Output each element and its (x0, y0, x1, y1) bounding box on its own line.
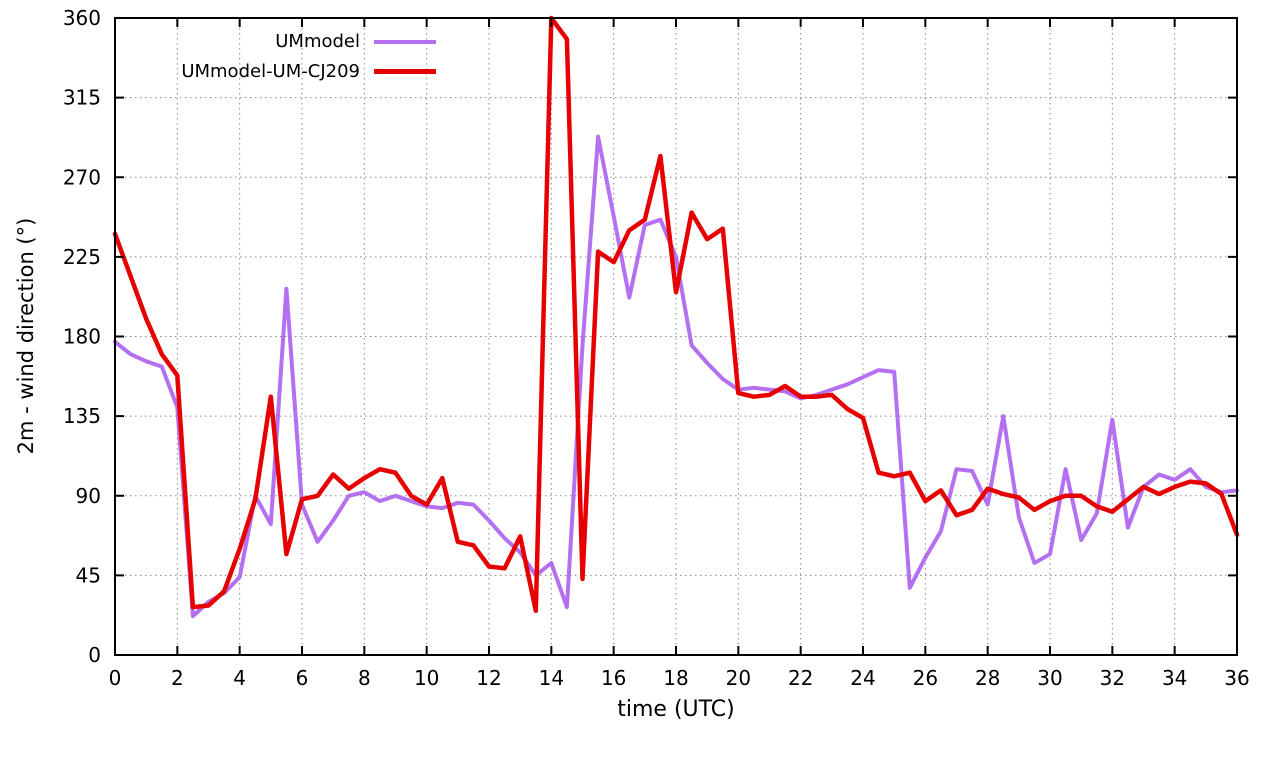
chart-legend: UMmodel UMmodel-UM-CJ209 (122, 31, 436, 82)
x-tick-label: 36 (1224, 666, 1249, 690)
x-tick-label: 12 (476, 666, 501, 690)
y-tick-label: 315 (63, 86, 101, 110)
x-tick-label: 32 (1100, 666, 1125, 690)
x-tick-label: 26 (913, 666, 938, 690)
x-axis-title: time (UTC) (617, 697, 735, 722)
x-tick-label: 6 (296, 666, 309, 690)
y-tick-label: 225 (63, 245, 101, 269)
x-tick-label: 34 (1162, 666, 1187, 690)
x-tick-label: 30 (1037, 666, 1062, 690)
x-tick-label: 8 (358, 666, 371, 690)
x-tick-label: 20 (726, 666, 751, 690)
legend-label-ummodel: UMmodel (275, 31, 360, 52)
x-tick-label: 18 (663, 666, 688, 690)
y-tick-label: 45 (76, 563, 101, 587)
x-tick-label: 16 (601, 666, 626, 690)
y-tick-label: 270 (63, 165, 101, 189)
legend-item-ummodel: UMmodel (122, 31, 436, 52)
x-tick-label: 24 (850, 666, 875, 690)
y-tick-label: 360 (63, 6, 101, 30)
y-tick-label: 90 (76, 484, 101, 508)
x-tick-label: 14 (539, 666, 564, 690)
legend-swatch-ummodel-um-cj209 (374, 69, 436, 74)
x-tick-label: 10 (414, 666, 439, 690)
x-tick-label: 22 (788, 666, 813, 690)
x-tick-label: 28 (975, 666, 1000, 690)
x-tick-label: 2 (171, 666, 184, 690)
x-tick-label: 4 (233, 666, 246, 690)
legend-label-ummodel-um-cj209: UMmodel-UM-CJ209 (181, 61, 360, 82)
series-line-ummodel-um-cj209 (112, 15, 1240, 614)
x-tick-label: 0 (109, 666, 122, 690)
y-tick-label: 0 (88, 643, 101, 667)
y-tick-label: 135 (63, 404, 101, 428)
y-axis-title: 2m - wind direction (°) (14, 217, 38, 455)
y-tick-label: 180 (63, 325, 101, 349)
legend-swatch-ummodel (374, 39, 436, 44)
legend-item-ummodel-um-cj209: UMmodel-UM-CJ209 (122, 61, 436, 82)
